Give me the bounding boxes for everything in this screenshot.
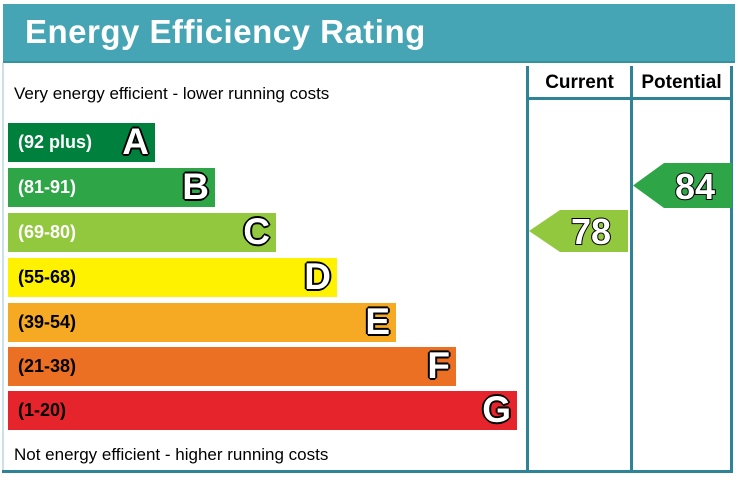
- band-range-label: (55-68): [18, 267, 77, 287]
- table-border-potential-column: [630, 66, 633, 473]
- header-underline: [526, 97, 733, 100]
- band-range-label: (39-54): [18, 312, 77, 332]
- title-bar: Energy Efficiency Rating: [3, 4, 735, 63]
- band-letter: D: [304, 256, 331, 297]
- table-border-left: [2, 63, 4, 473]
- band-row-f: (21-38) F: [8, 345, 456, 386]
- band-letter: F: [427, 345, 450, 386]
- caption-very-efficient: Very energy efficient - lower running co…: [14, 84, 330, 103]
- potential-rating-arrow: 84: [633, 163, 732, 213]
- band-range-label: (21-38): [18, 356, 77, 376]
- band-letter: A: [122, 121, 149, 162]
- band-range-label: (69-80): [18, 222, 77, 242]
- band-letter: B: [182, 166, 209, 207]
- band-letter: G: [482, 389, 511, 430]
- potential-rating-value: 84: [675, 166, 715, 207]
- chart-title: Energy Efficiency Rating: [25, 13, 426, 50]
- table-border-current-column: [526, 66, 529, 473]
- band-row-c: (69-80) C: [8, 211, 276, 252]
- caption-not-efficient: Not energy efficient - higher running co…: [14, 445, 329, 464]
- column-header-current: Current: [545, 72, 614, 93]
- column-header-potential: Potential: [641, 72, 722, 93]
- table-border-bottom: [2, 470, 733, 473]
- left-arrow-icon: 84: [633, 163, 732, 208]
- band-letter: E: [365, 301, 390, 342]
- band-row-b: (81-91) B: [8, 166, 215, 207]
- table-border-right: [730, 66, 733, 473]
- current-rating-arrow: 78: [529, 210, 628, 257]
- band-row-d: (55-68) D: [8, 256, 337, 297]
- band-range-label: (1-20): [18, 400, 67, 420]
- band-row-a: (92 plus) A: [8, 121, 155, 162]
- band-range-label: (92 plus): [18, 132, 93, 152]
- left-arrow-icon: 78: [529, 210, 628, 253]
- band-range-label: (81-91): [18, 177, 77, 197]
- band-row-g: (1-20) G: [8, 389, 517, 430]
- current-rating-value: 78: [571, 211, 611, 252]
- band-letter: C: [243, 211, 270, 252]
- band-row-e: (39-54) E: [8, 301, 396, 342]
